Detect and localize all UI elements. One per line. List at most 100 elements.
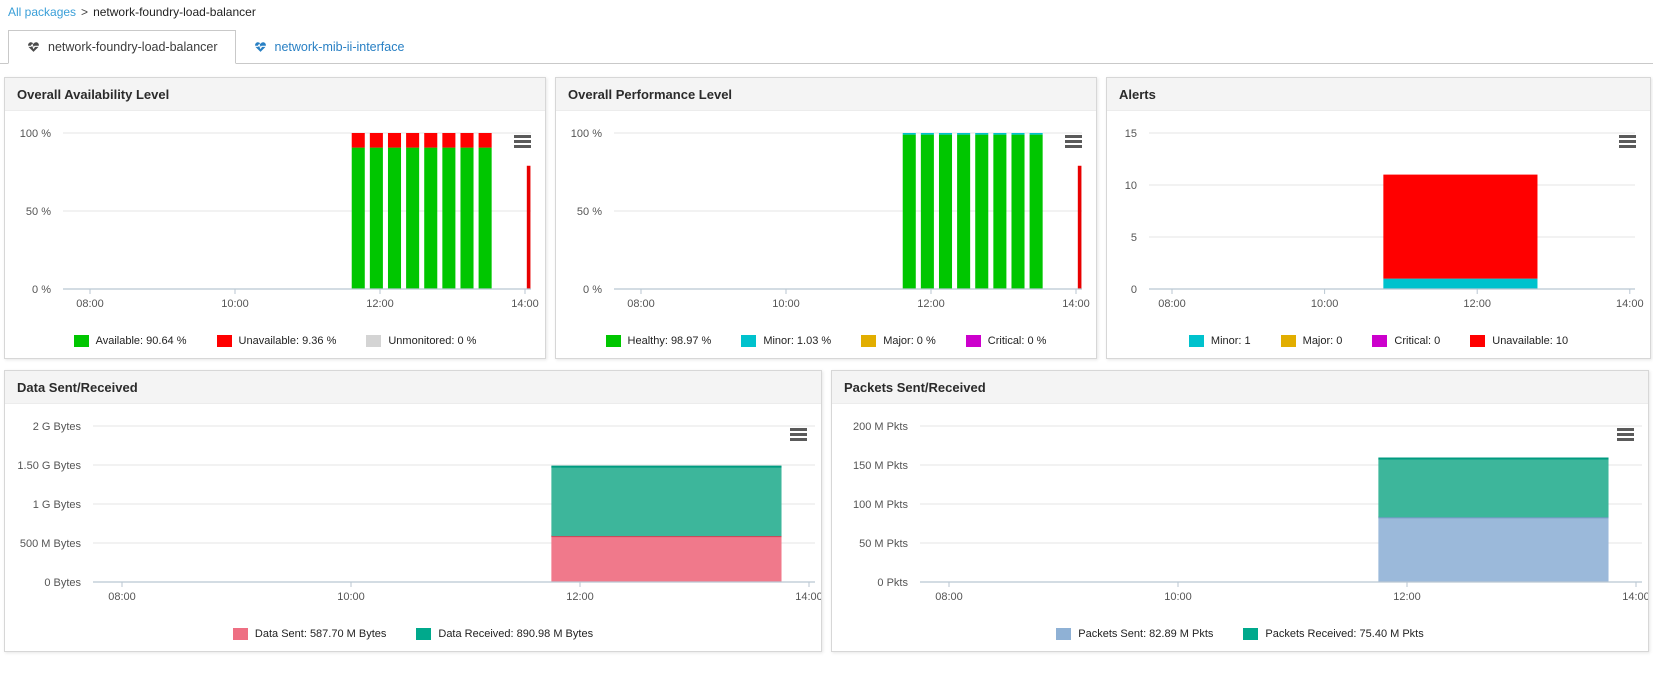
bar-segment[interactable] (369, 133, 383, 148)
legend-item[interactable]: Minor: 1 (1188, 335, 1251, 347)
area-segment[interactable] (1378, 517, 1609, 582)
bar-segment[interactable] (478, 133, 492, 148)
bar-segment[interactable] (957, 133, 971, 135)
legend-item[interactable]: Healthy: 98.97 % (605, 335, 711, 347)
bar-segment[interactable] (957, 134, 971, 289)
bar-segment[interactable] (351, 133, 365, 148)
x-tick-label: 10:00 (772, 298, 800, 310)
legend-swatch (1470, 335, 1486, 347)
x-tick-label: 12:00 (566, 591, 594, 603)
legend-item[interactable]: Packets Received: 75.40 M Pkts (1243, 628, 1424, 640)
y-tick-label: 200 M Pkts (853, 421, 909, 433)
x-tick-label: 14:00 (1062, 298, 1090, 310)
legend-label: Data Received: 890.98 M Bytes (438, 628, 594, 640)
bar-segment[interactable] (406, 133, 420, 148)
legend-item[interactable]: Unmonitored: 0 % (366, 335, 476, 347)
x-tick-label: 08:00 (76, 298, 104, 310)
x-tick-label: 12:00 (917, 298, 945, 310)
y-tick-label: 0 % (32, 284, 51, 296)
legend-item[interactable]: Data Received: 890.98 M Bytes (416, 628, 593, 640)
tab-network-mib-ii-interface[interactable]: network-mib-ii-interface (236, 31, 422, 63)
breadcrumb-link-all-packages[interactable]: All packages (8, 5, 77, 19)
bar-segment[interactable] (351, 147, 365, 289)
bar-segment[interactable] (1011, 133, 1025, 135)
legend-item[interactable]: Unavailable: 10 (1470, 335, 1568, 347)
legend-item[interactable]: Critical: 0 (1372, 335, 1440, 347)
chart-menu-icon[interactable] (1619, 135, 1636, 150)
legend-label: Unavailable: 10 (1492, 335, 1569, 347)
legend-item[interactable]: Available: 90.64 % (73, 335, 187, 347)
legend-label: Available: 90.64 % (95, 335, 187, 347)
y-tick-label: 50 M Pkts (859, 538, 908, 550)
legend-label: Minor: 1 (1210, 335, 1251, 347)
legend-swatch (232, 628, 248, 640)
bar-segment[interactable] (442, 133, 456, 148)
bar-segment[interactable] (526, 165, 531, 289)
bar-segment[interactable] (902, 134, 916, 289)
y-tick-label: 15 (1125, 128, 1137, 140)
bar-segment[interactable] (424, 147, 438, 289)
bar-segment[interactable] (387, 147, 402, 289)
chart-menu-icon[interactable] (514, 135, 531, 150)
legend-swatch (1372, 335, 1388, 347)
area-segment[interactable] (1378, 458, 1609, 518)
y-tick-label: 0 % (583, 284, 602, 296)
legend-item[interactable]: Minor: 1.03 % (741, 335, 831, 347)
bar-segment[interactable] (902, 133, 916, 135)
tab-network-foundry-load-balancer[interactable]: network-foundry-load-balancer (8, 30, 236, 64)
legend-item[interactable]: Unavailable: 9.36 % (216, 335, 336, 347)
chart-menu-icon[interactable] (790, 428, 807, 443)
bar-segment[interactable] (1077, 165, 1082, 289)
tab-bar: network-foundry-load-balancer network-mi… (0, 27, 1653, 64)
bar-segment[interactable] (993, 134, 1007, 289)
area-segment[interactable] (1383, 174, 1538, 279)
bar-segment[interactable] (938, 133, 953, 135)
chart-title: Data Sent/Received (5, 371, 821, 404)
bar-segment[interactable] (1029, 133, 1043, 135)
chart-canvas: 0 % 50 % 100 % 08:00 10:00 12:00 14:00 (571, 128, 1090, 310)
chart-canvas: 0 Pkts 50 M Pkts 100 M Pkts 150 M Pkts 200 M… (853, 421, 1648, 603)
y-tick-label: 100 % (571, 128, 602, 140)
bar-segment[interactable] (975, 134, 989, 289)
bar-segment[interactable] (993, 133, 1007, 135)
legend-item[interactable]: Major: 0 % (861, 335, 936, 347)
x-tick-label: 08:00 (627, 298, 655, 310)
bar-segment[interactable] (938, 134, 953, 289)
legend-label: Packets Received: 75.40 M Pkts (1265, 628, 1424, 640)
chart-menu-icon[interactable] (1065, 135, 1082, 150)
chart-legend: Minor: 1 Major: 0 Critical: 0 Unavailable: … (1107, 327, 1650, 355)
bar-segment[interactable] (975, 133, 989, 135)
bar-segment[interactable] (1029, 134, 1043, 289)
bar-segment[interactable] (369, 147, 383, 289)
area-segment[interactable] (1383, 278, 1538, 289)
bar-segment[interactable] (406, 147, 420, 289)
legend-item[interactable]: Packets Sent: 82.89 M Pkts (1056, 628, 1213, 640)
bar-segment[interactable] (442, 147, 456, 289)
legend-item[interactable]: Data Sent: 587.70 M Bytes (232, 628, 387, 640)
legend-item[interactable]: Major: 0 (1280, 335, 1342, 347)
y-tick-label: 5 (1131, 232, 1137, 244)
bar-segment[interactable] (1011, 134, 1025, 289)
chart-alerts: 0 5 10 15 08:00 10:00 12:00 14:00 (1107, 111, 1650, 327)
bar-segment[interactable] (920, 134, 934, 289)
legend-label: Major: 0 % (883, 335, 936, 347)
y-tick-label: 100 % (20, 128, 51, 140)
x-tick-label: 12:00 (1393, 591, 1421, 603)
legend-label: Data Sent: 587.70 M Bytes (254, 628, 387, 640)
chart-legend: Available: 90.64 % Unavailable: 9.36 % Unm… (5, 327, 545, 355)
dashboard: Overall Availability Level 0 % 50 % 100 % 0… (0, 64, 1653, 652)
x-tick-label: 14:00 (1622, 591, 1648, 603)
bar-segment[interactable] (920, 133, 934, 135)
bar-segment[interactable] (460, 147, 474, 289)
area-segment[interactable] (551, 466, 782, 537)
chart-menu-icon[interactable] (1617, 428, 1634, 443)
area-segment[interactable] (551, 536, 782, 582)
bar-segment[interactable] (460, 133, 474, 148)
chart-title: Packets Sent/Received (832, 371, 1648, 404)
legend-swatch (366, 335, 382, 347)
y-tick-label: 100 M Pkts (853, 499, 909, 511)
legend-item[interactable]: Critical: 0 % (965, 335, 1046, 347)
bar-segment[interactable] (387, 133, 402, 148)
bar-segment[interactable] (478, 147, 492, 289)
bar-segment[interactable] (424, 133, 438, 148)
